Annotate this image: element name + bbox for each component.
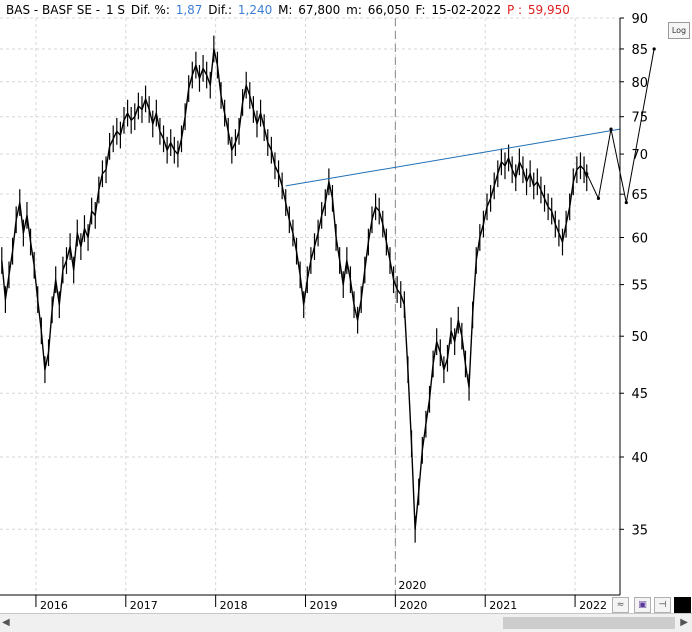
x-tick-label: 2017 bbox=[130, 599, 158, 612]
max-label: M: bbox=[278, 3, 293, 17]
y-tick-label: 75 bbox=[631, 111, 648, 126]
scroll-left-icon[interactable]: ◀ bbox=[2, 617, 10, 628]
y-tick-label: 70 bbox=[631, 148, 648, 163]
x-tick-label: 2021 bbox=[489, 599, 517, 612]
scroll-thumb[interactable] bbox=[503, 617, 675, 629]
projection-point bbox=[624, 200, 628, 205]
dif-pct-label: Dif. %: bbox=[130, 3, 170, 17]
series-trendline bbox=[285, 128, 621, 187]
y-tick-label: 85 bbox=[631, 43, 648, 58]
horizontal-scrollbar[interactable]: ◀ ▶ bbox=[0, 613, 692, 632]
series-layer bbox=[1, 35, 656, 543]
wave-icon[interactable]: ≈ bbox=[612, 597, 629, 613]
vertical-marker-layer: 2020 bbox=[394, 18, 426, 595]
date-value: 15-02-2022 bbox=[431, 3, 502, 17]
x-tick-label: 2016 bbox=[40, 599, 68, 612]
y-tick-label: 45 bbox=[631, 387, 648, 402]
projection-point bbox=[652, 47, 656, 51]
price-value: 59,950 bbox=[527, 3, 570, 17]
date-label: F: bbox=[415, 3, 426, 17]
dif-value: 1,240 bbox=[237, 3, 273, 17]
y-tick-label: 80 bbox=[631, 76, 648, 91]
x-axis-ticks: 2016 2017 2018 2019 2020 2021 2022 bbox=[35, 595, 607, 612]
projection-point bbox=[596, 196, 601, 200]
timeframe-label: 1 S bbox=[105, 3, 126, 17]
y-tick-label: 90 bbox=[631, 12, 648, 27]
y-tick-label: 50 bbox=[631, 330, 648, 345]
projection-point bbox=[585, 172, 589, 176]
projection-point bbox=[609, 127, 613, 131]
x-tick-label: 2022 bbox=[579, 599, 607, 612]
y-tick-label: 55 bbox=[631, 279, 648, 294]
y-tick-label: 60 bbox=[631, 232, 648, 247]
vertical-marker-label: 2020 bbox=[398, 579, 426, 592]
min-label: m: bbox=[346, 3, 362, 17]
y-tick-label: 40 bbox=[631, 451, 648, 466]
log-scale-button[interactable]: Log bbox=[668, 22, 690, 39]
y-tick-label: 35 bbox=[631, 523, 648, 538]
pin-icon[interactable]: ⊣ bbox=[654, 597, 671, 613]
chart-header: BAS - BASF SE - 1 S Dif. %: 1,87 Dif.: 1… bbox=[6, 3, 572, 17]
symbol-label: BAS - BASF SE - bbox=[6, 3, 101, 17]
dif-pct-value: 1,87 bbox=[175, 3, 203, 17]
price-label: P : bbox=[506, 3, 523, 17]
dif-label: Dif.: bbox=[208, 3, 233, 17]
y-axis-ticks: 35 40 45 50 55 60 65 70 75 80 85 90 bbox=[620, 12, 648, 538]
x-tick-label: 2020 bbox=[399, 599, 427, 612]
scroll-right-icon[interactable]: ▶ bbox=[680, 617, 688, 628]
color-swatch-icon[interactable] bbox=[674, 597, 691, 613]
min-value: 66,050 bbox=[367, 3, 410, 17]
y-tick-label: 65 bbox=[631, 188, 648, 203]
x-tick-label: 2018 bbox=[220, 599, 248, 612]
save-icon[interactable]: ▣ bbox=[634, 597, 651, 613]
x-tick-label: 2019 bbox=[310, 599, 338, 612]
max-value: 67,800 bbox=[298, 3, 341, 17]
